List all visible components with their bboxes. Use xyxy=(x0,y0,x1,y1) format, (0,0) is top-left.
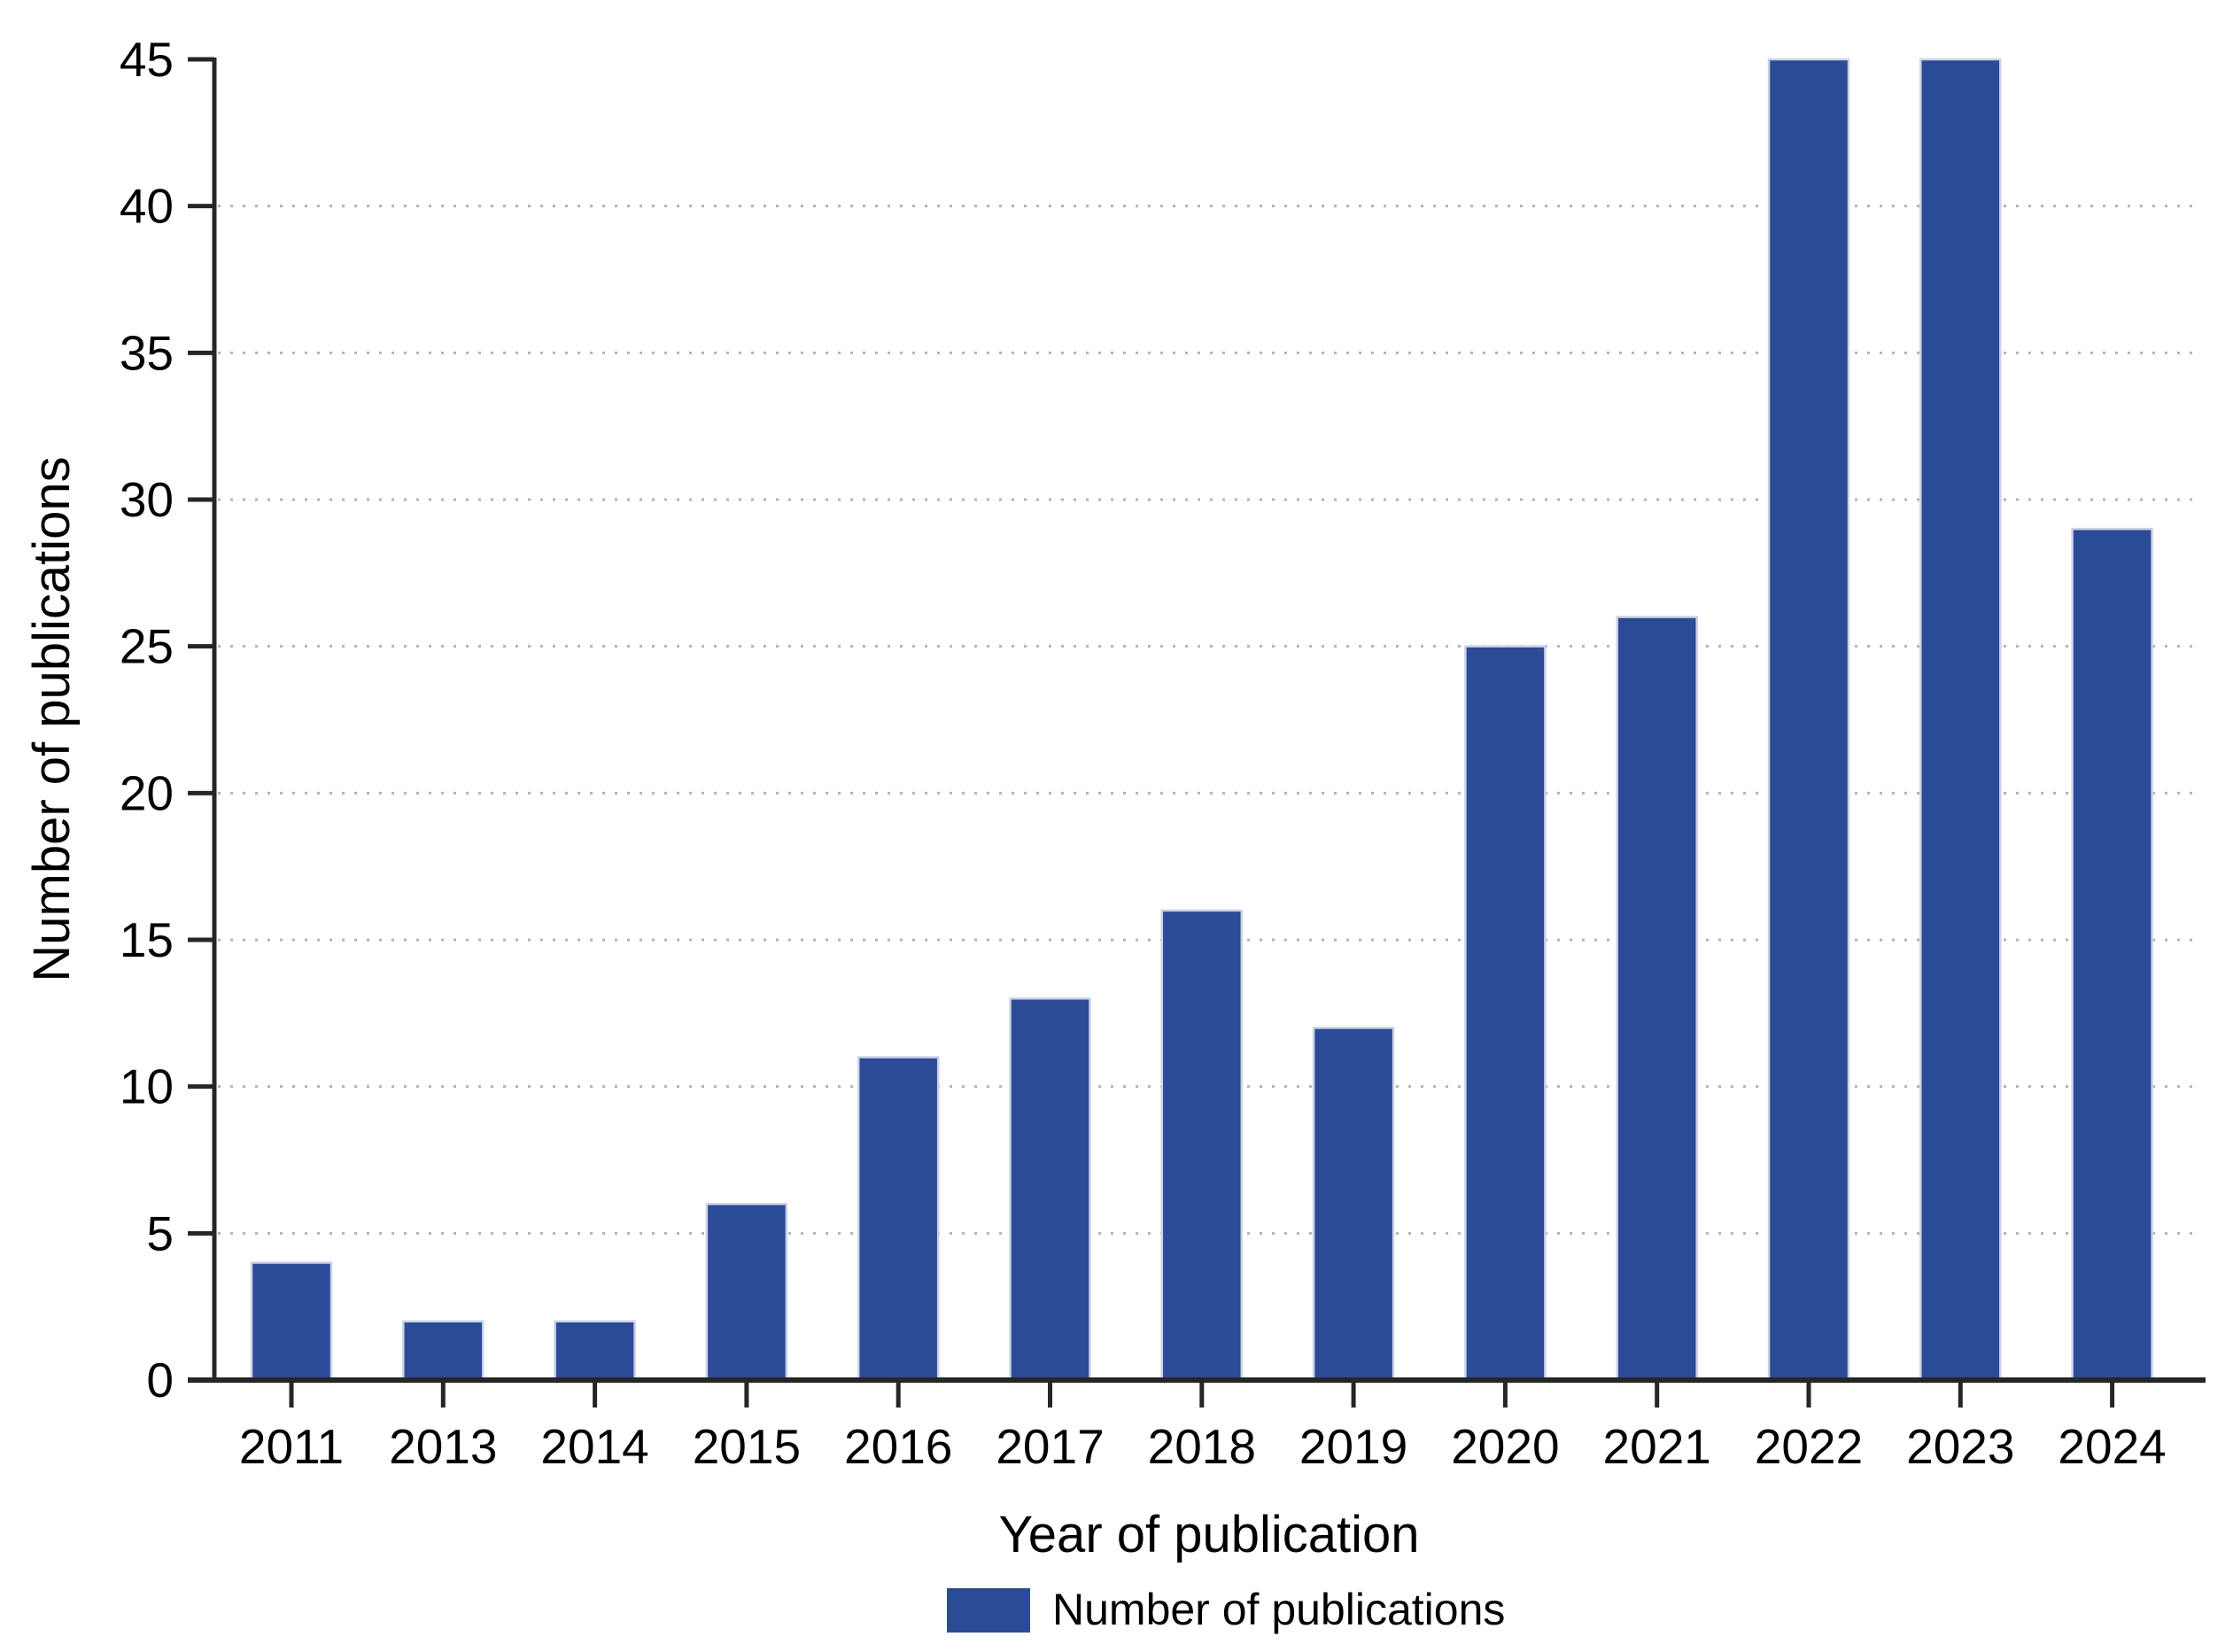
x-tick-label-2023: 2023 xyxy=(1906,1419,2014,1474)
y-tick-label-40: 40 xyxy=(120,179,174,234)
x-tick-label-2016: 2016 xyxy=(844,1419,952,1474)
x-tick-label-2021: 2021 xyxy=(1603,1419,1711,1474)
x-tick-label-2015: 2015 xyxy=(693,1419,801,1474)
bar-2016 xyxy=(857,1056,940,1384)
bar-series xyxy=(250,58,2153,1384)
x-tick-label-2011: 2011 xyxy=(239,1419,344,1474)
y-tick-label-5: 5 xyxy=(146,1206,174,1260)
bar-2014 xyxy=(554,1320,636,1384)
bar-2013 xyxy=(402,1320,485,1384)
x-axis-title: Year of publication xyxy=(998,1506,1419,1563)
y-axis: 0 5 10 15 20 25 30 35 40 45 xyxy=(120,32,217,1408)
bar-2011 xyxy=(250,1261,333,1384)
bar-2022 xyxy=(1767,58,1850,1384)
x-tick-label-2014: 2014 xyxy=(540,1419,648,1474)
y-tick-label-10: 10 xyxy=(120,1059,174,1114)
x-tick-label-2019: 2019 xyxy=(1299,1419,1407,1474)
legend-swatch xyxy=(947,1588,1030,1633)
legend-label: Number of publications xyxy=(1052,1585,1505,1634)
legend: Number of publications xyxy=(947,1585,1505,1634)
bar-2020 xyxy=(1464,645,1547,1384)
x-axis: 2011 2013 2014 2015 2016 2017 2018 2019 2020 2021… xyxy=(188,1377,2206,1474)
x-tick-label-2013: 2013 xyxy=(389,1419,497,1474)
bar-2023 xyxy=(1919,58,2002,1384)
x-tick-label-2017: 2017 xyxy=(996,1419,1104,1474)
bar-2018 xyxy=(1160,909,1244,1384)
gridlines xyxy=(218,205,2200,1235)
bar-2024 xyxy=(2071,527,2153,1384)
bar-2017 xyxy=(1009,997,1091,1384)
y-tick-label-15: 15 xyxy=(120,912,174,967)
bar-2021 xyxy=(1616,616,1698,1384)
bar-2019 xyxy=(1312,1027,1395,1384)
x-tick-label-2024: 2024 xyxy=(2058,1419,2166,1474)
x-tick-label-2022: 2022 xyxy=(1755,1419,1863,1474)
y-tick-label-25: 25 xyxy=(120,619,174,674)
x-tick-label-2018: 2018 xyxy=(1148,1419,1256,1474)
y-tick-label-0: 0 xyxy=(146,1353,174,1408)
y-tick-label-20: 20 xyxy=(120,765,174,820)
bar-2015 xyxy=(705,1202,788,1384)
y-tick-label-35: 35 xyxy=(120,325,174,380)
y-tick-label-45: 45 xyxy=(120,32,174,87)
y-axis-title: Number of publications xyxy=(23,456,81,981)
y-tick-label-30: 30 xyxy=(120,472,174,527)
x-tick-label-2020: 2020 xyxy=(1451,1419,1559,1474)
